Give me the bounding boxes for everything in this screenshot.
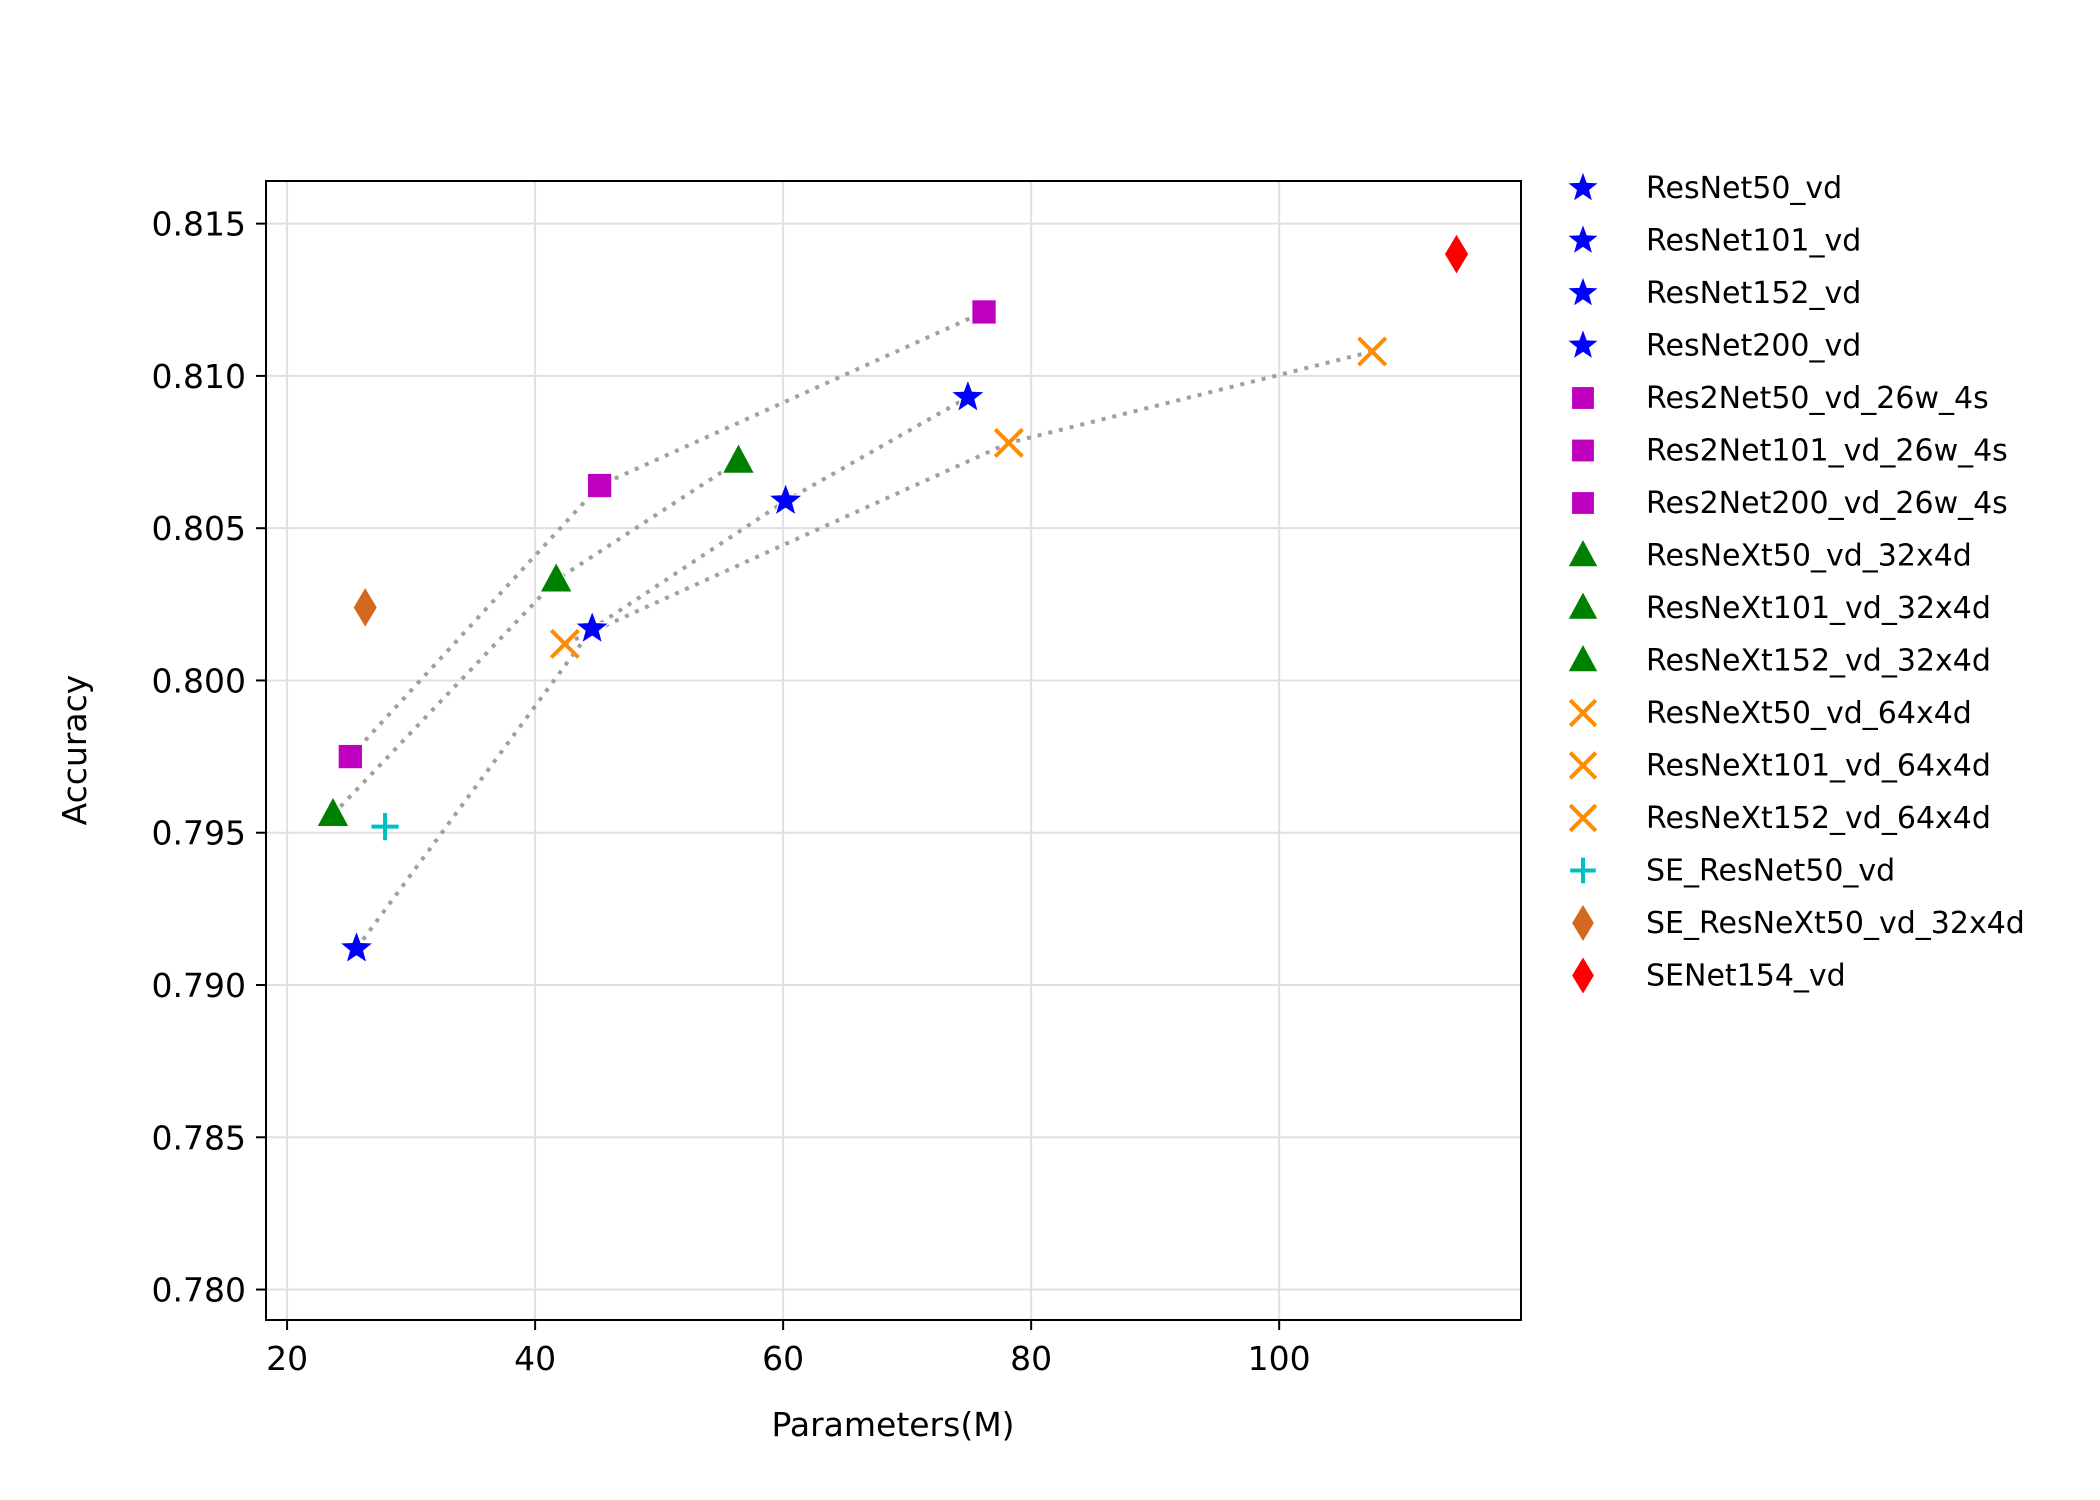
x-axis-ticks: 20 40 60 80 100 [266, 1320, 1311, 1378]
legend-marker-x [1568, 803, 1598, 833]
legend: ResNet50_vd ResNet101_vd ResNet152_vd ResNe… [1565, 169, 2025, 996]
legend-label: ResNeXt101_vd_64x4d [1646, 749, 1991, 784]
data-markers [315, 232, 1470, 965]
y-tick-label: 0.785 [152, 1118, 246, 1157]
x-tick-label: 60 [762, 1339, 804, 1378]
x-tick-label: 20 [266, 1339, 308, 1378]
legend-marker-star [1565, 274, 1601, 308]
data-point-square [971, 299, 997, 325]
plot-frame [265, 180, 1522, 1321]
legend-marker-diamond [1570, 955, 1596, 996]
legend-label: ResNeXt101_vd_32x4d [1646, 591, 1991, 626]
data-point-triangle [538, 560, 574, 593]
legend-marker-square [1570, 438, 1596, 463]
y-tick-label: 0.810 [152, 357, 246, 396]
data-point-x [549, 628, 580, 659]
legend-marker-star [1565, 169, 1601, 203]
data-point-plus [371, 813, 399, 841]
data-point-square [586, 472, 613, 499]
legend-marker-square [1570, 490, 1596, 516]
data-point-triangle [721, 442, 756, 474]
data-point-square [337, 743, 364, 770]
legend-marker-star [1565, 326, 1601, 361]
legend-marker-triangle [1566, 537, 1600, 568]
trend-line [354, 395, 969, 950]
legend-marker-triangle [1566, 590, 1600, 621]
legend-label: SE_ResNeXt50_vd_32x4d [1646, 906, 2025, 941]
trend-lines [331, 310, 1373, 950]
y-tick-label: 0.780 [152, 1271, 246, 1310]
legend-label: ResNet152_vd [1646, 276, 1861, 311]
legend-marker-square [1570, 385, 1596, 411]
x-tick-label: 40 [514, 1339, 556, 1378]
data-point-triangle [315, 795, 351, 828]
legend-marker-triangle [1566, 642, 1600, 673]
x-axis-label: Parameters(M) [771, 1405, 1014, 1444]
data-point-x [993, 427, 1024, 458]
legend-marker-star [1565, 221, 1601, 256]
y-tick-label: 0.805 [152, 509, 246, 548]
legend-label: Res2Net200_vd_26w_4s [1646, 486, 2008, 521]
data-point-star [949, 377, 987, 414]
y-axis-label: Accuracy [55, 675, 94, 826]
data-point-x [1357, 336, 1388, 367]
legend-marker-diamond [1570, 902, 1596, 944]
legend-label: ResNet50_vd [1646, 171, 1842, 206]
trend-line [348, 310, 985, 758]
data-point-diamond [352, 585, 379, 629]
legend-label: ResNeXt152_vd_64x4d [1646, 801, 1991, 836]
legend-marker-plus [1570, 857, 1596, 884]
legend-label: Res2Net50_vd_26w_4s [1646, 381, 1989, 416]
y-axis-ticks: 0.780 0.785 0.790 0.795 0.800 0.805 0.810 0.815 [152, 205, 266, 1310]
data-point-star [573, 609, 611, 645]
data-point-star [766, 481, 805, 517]
x-tick-label: 80 [1010, 1339, 1052, 1378]
grid [266, 181, 1521, 1320]
legend-label: Res2Net101_vd_26w_4s [1646, 434, 2008, 469]
legend-label: ResNet101_vd [1646, 224, 1861, 259]
x-tick-label: 100 [1248, 1339, 1311, 1378]
legend-label: ResNeXt152_vd_32x4d [1646, 644, 1991, 679]
y-tick-label: 0.800 [152, 661, 246, 700]
legend-label: ResNeXt50_vd_64x4d [1646, 696, 1972, 731]
legend-marker-x [1568, 698, 1598, 728]
legend-label: SE_ResNet50_vd [1646, 854, 1895, 889]
legend-label: SENet154_vd [1646, 959, 1846, 994]
data-point-star [337, 928, 376, 965]
data-point-diamond [1443, 232, 1470, 276]
legend-label: ResNeXt50_vd_32x4d [1646, 539, 1972, 574]
y-tick-label: 0.815 [152, 205, 246, 244]
y-tick-label: 0.790 [152, 966, 246, 1005]
y-tick-label: 0.795 [152, 814, 246, 853]
legend-marker-x [1568, 751, 1598, 780]
legend-label: ResNet200_vd [1646, 329, 1861, 364]
